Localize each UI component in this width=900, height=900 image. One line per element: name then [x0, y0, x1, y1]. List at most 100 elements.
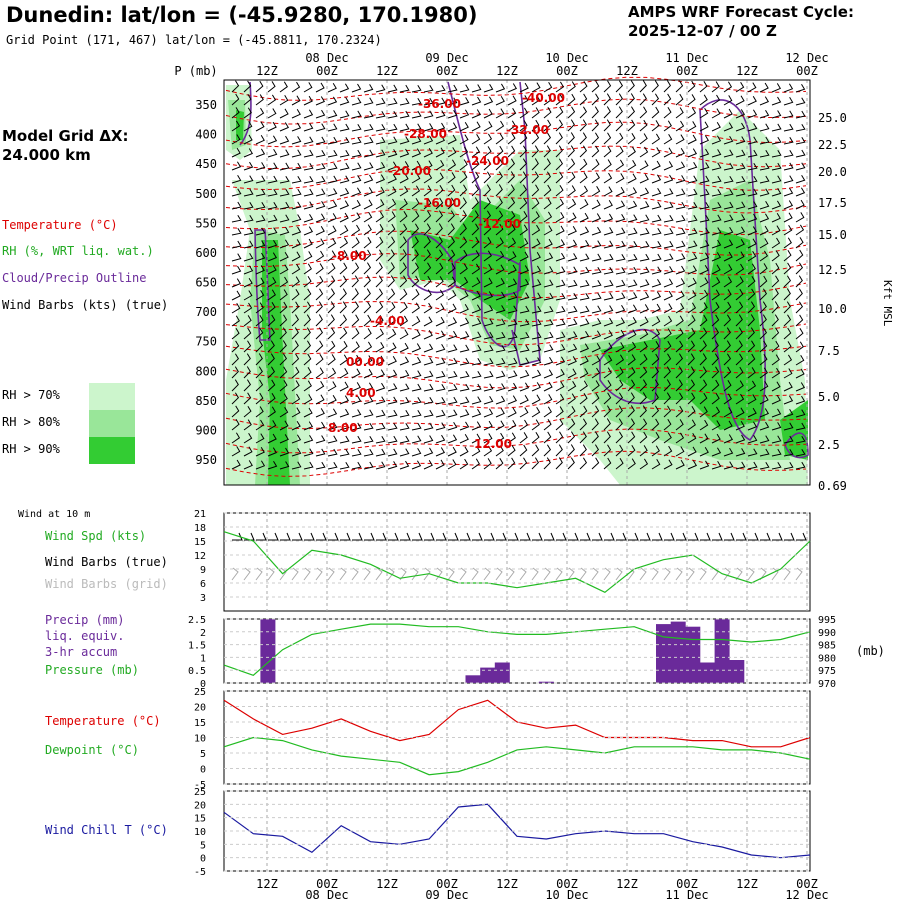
- wind-barb: [711, 81, 720, 93]
- wind-barb: [543, 94, 552, 106]
- wind-barb: [663, 366, 671, 379]
- wind-barb: [771, 327, 780, 340]
- wind-barb: [255, 188, 266, 197]
- temperature-contour-label: -4.00: [370, 314, 405, 328]
- grid-wind-barb: [459, 567, 467, 581]
- wind-barb: [735, 366, 744, 379]
- wind-barb: [291, 175, 302, 184]
- wind-barb: [783, 422, 794, 431]
- wind-barb: [375, 355, 385, 366]
- wind-barb: [783, 409, 794, 418]
- wind-barb: [783, 123, 794, 132]
- wind-barb: [675, 459, 685, 470]
- wind-barb: [783, 314, 792, 327]
- wind-barb: [351, 199, 361, 210]
- wind-barb: [603, 305, 614, 314]
- surface-wind-barb: [580, 532, 591, 541]
- chill-y-tick: 10: [194, 827, 206, 838]
- wind-barb: [591, 342, 601, 353]
- wind-barb: [723, 461, 734, 470]
- wind-barb: [759, 435, 770, 444]
- wind-barb: [267, 340, 275, 353]
- wind-barb: [759, 354, 768, 366]
- height-tick: 25.0: [818, 111, 847, 125]
- surface-wind-barb: [556, 532, 567, 541]
- wind-barb: [771, 188, 782, 197]
- wind-barb: [483, 121, 493, 132]
- surface-wind-barb: [688, 532, 699, 541]
- wind-barb: [507, 357, 518, 366]
- wind-barb: [759, 175, 770, 184]
- wind-barb: [387, 301, 396, 314]
- wind-barb: [747, 448, 758, 457]
- wind-barb: [771, 162, 782, 171]
- wind-barb: [711, 135, 722, 145]
- wind-barb: [567, 239, 578, 249]
- wind-barb: [375, 123, 386, 132]
- wind-barb: [255, 406, 264, 418]
- wind-barb: [423, 383, 434, 392]
- wind-barb: [351, 409, 362, 418]
- wind-barb: [303, 82, 313, 93]
- wind-barb: [687, 94, 696, 106]
- wind-barb: [363, 249, 372, 262]
- wind-barb: [315, 96, 326, 106]
- wind-barb: [435, 276, 444, 288]
- wind-barb: [531, 145, 539, 158]
- surface-wind-barb: [460, 532, 471, 541]
- wind-barb: [531, 171, 539, 184]
- wind-barb: [387, 262, 395, 275]
- wind-barb: [555, 212, 565, 223]
- wind-barb: [375, 435, 386, 444]
- wind-barb: [303, 201, 314, 210]
- wind-barb: [339, 408, 350, 418]
- wind-barb: [795, 123, 806, 132]
- wind-barb: [483, 197, 491, 210]
- wind-barb: [675, 147, 685, 158]
- wind-barb: [795, 136, 806, 145]
- wind-barb: [531, 119, 540, 132]
- wind-barb: [747, 314, 755, 327]
- wind-barb: [711, 252, 722, 262]
- wind-barb: [699, 289, 709, 301]
- wind-barb: [699, 135, 710, 145]
- wind-barb: [435, 262, 444, 275]
- wind-barb: [375, 186, 385, 197]
- wind-barb: [399, 288, 408, 301]
- wind-barb: [771, 225, 781, 236]
- wind-barb: [531, 82, 541, 93]
- wind-barb: [303, 380, 312, 392]
- wind-barb: [375, 249, 384, 262]
- wind-barb: [279, 122, 290, 132]
- temperature-contour: [225, 188, 807, 214]
- wind-barb: [351, 97, 362, 106]
- height-tick: 7.5: [818, 344, 840, 358]
- wind-barb: [411, 223, 420, 236]
- temperature-contour: [225, 367, 807, 389]
- wind-barb: [231, 214, 242, 223]
- wind-barb: [459, 146, 469, 158]
- wind-barb: [531, 132, 540, 145]
- wind-barb: [363, 110, 374, 119]
- wind-barb: [255, 265, 265, 275]
- wind-barb: [639, 279, 650, 288]
- wind-barb: [711, 289, 720, 301]
- wind-barb: [519, 211, 528, 223]
- wind-barb: [363, 341, 373, 353]
- wind-barb: [723, 353, 732, 366]
- wind-barb: [495, 184, 503, 197]
- pressure-tick: 800: [195, 364, 217, 378]
- surface-wind-barb: [640, 532, 651, 541]
- wind-barb: [735, 188, 746, 197]
- wind-barb: [435, 316, 445, 327]
- wind-barb: [339, 262, 348, 275]
- wind-barb: [771, 435, 782, 444]
- wind-barb: [531, 344, 542, 353]
- height-tick: 22.5: [818, 138, 847, 152]
- wind-barb: [687, 379, 696, 392]
- wind-barb: [783, 200, 794, 210]
- temperature-contour-label: -32.00: [506, 123, 549, 137]
- wind-barb: [243, 366, 251, 379]
- wind-barb: [303, 314, 311, 327]
- wind-barb: [783, 262, 792, 275]
